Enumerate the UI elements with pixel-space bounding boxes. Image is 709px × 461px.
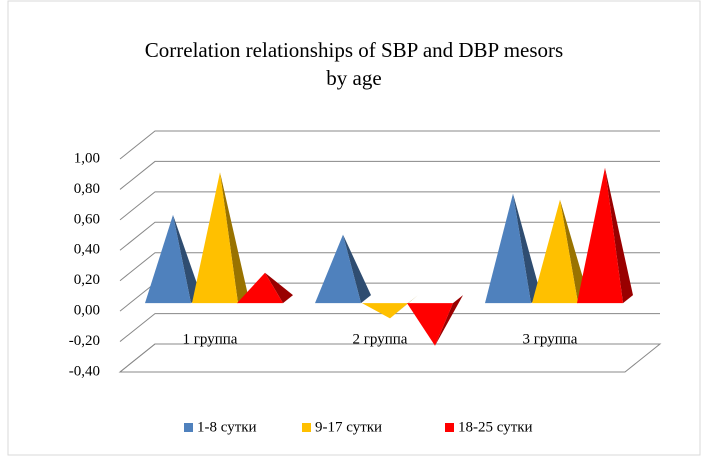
pyramid-side — [435, 295, 463, 346]
pyramid-side — [343, 234, 371, 304]
pyramid — [407, 295, 463, 346]
grid-line — [119, 252, 660, 282]
pyramid-front — [315, 234, 361, 304]
grid-line — [119, 343, 660, 373]
pyramid-side — [390, 295, 418, 319]
pyramid — [577, 167, 633, 304]
grid-line — [119, 221, 660, 251]
pyramid-side — [173, 214, 201, 304]
x-tick-label: 1 группа — [183, 331, 238, 347]
pyramid — [145, 214, 201, 304]
chart-border — [7, 0, 701, 456]
x-tick-label: 2 группа — [353, 331, 408, 347]
pyramid — [192, 172, 248, 304]
pyramid — [485, 193, 541, 304]
legend-swatch — [302, 423, 311, 432]
pyramid-front — [532, 199, 578, 304]
pyramid-front — [192, 172, 238, 304]
pyramid-front — [577, 167, 623, 304]
grid-line — [119, 160, 660, 190]
y-tick-label: 0,80 — [74, 181, 100, 197]
pyramid-front — [145, 214, 191, 304]
pyramid-front — [362, 303, 408, 319]
pyramid — [315, 234, 371, 304]
grid-line — [119, 130, 660, 160]
pyramid-front — [237, 272, 283, 304]
grid-line — [119, 313, 660, 342]
y-tick-label: 0,20 — [74, 272, 100, 288]
pyramid-side — [220, 172, 248, 304]
pyramid-side — [513, 193, 541, 304]
x-tick-label: 3 группа — [523, 331, 578, 347]
legend-swatch — [445, 423, 454, 432]
pyramid-front — [407, 303, 453, 346]
pyramid-front — [485, 193, 531, 304]
chart-title: Correlation relationships of SBP and DBP… — [145, 38, 563, 62]
chart-subtitle: by age — [326, 66, 381, 90]
pyramid-side — [560, 199, 588, 304]
y-tick-label: 0,40 — [74, 242, 100, 258]
pyramid-side — [265, 272, 293, 304]
legend-swatch — [184, 423, 193, 432]
pyramid — [362, 295, 418, 319]
y-tick-label: -0,40 — [69, 363, 100, 379]
pyramid-side — [605, 167, 633, 304]
y-tick-label: 0,00 — [74, 303, 100, 319]
y-tick-label: 0,60 — [74, 211, 100, 227]
y-tick-label: -0,20 — [69, 333, 100, 349]
y-tick-label: 1,00 — [74, 150, 100, 166]
pyramid — [532, 199, 588, 304]
grid-line — [119, 191, 660, 221]
legend-label: 1-8 сутки — [197, 419, 257, 435]
legend-label: 18-25 сутки — [458, 419, 533, 435]
pyramid — [237, 272, 293, 304]
legend-label: 9-17 сутки — [315, 419, 382, 435]
